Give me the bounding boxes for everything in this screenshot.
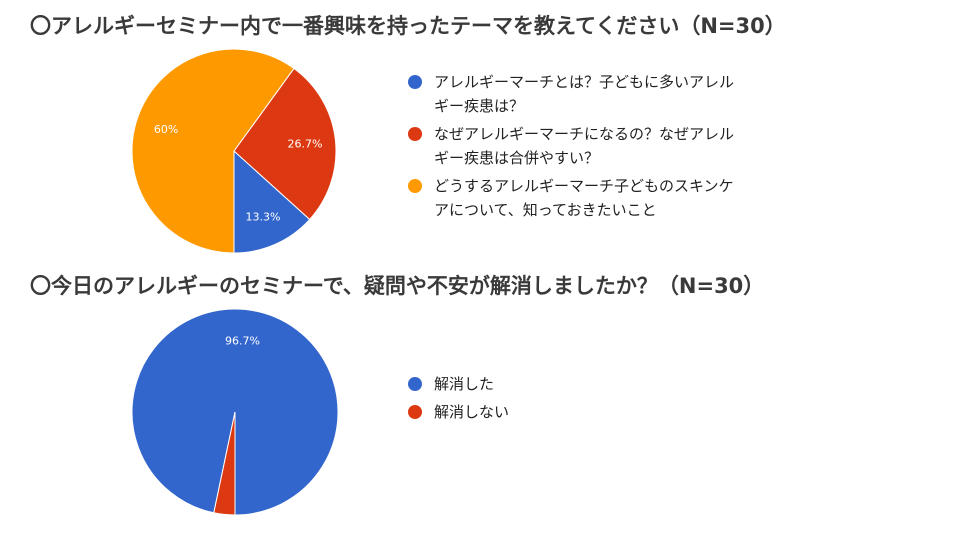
pie-1-slice-3 bbox=[131, 48, 295, 254]
legend-label: どうするアレルギーマーチ子どものスキンケアについて、知っておきたいこと bbox=[434, 177, 734, 219]
legend-label: 解消しない bbox=[434, 403, 510, 421]
legend-swatch bbox=[408, 405, 422, 419]
chart-1-legend: アレルギーマーチとは？子どもに多いアレルギー疾患は？ なぜアレルギーマーチになるの… bbox=[408, 70, 748, 226]
legend-label: 解消した bbox=[434, 375, 495, 393]
chart-2-legend-item-2: 解消しない bbox=[408, 400, 708, 424]
pie-1-slice-1-label: 13.3% bbox=[246, 210, 281, 223]
chart-2-legend-item-1: 解消した bbox=[408, 372, 708, 396]
question-2-title: 〇今日のアレルギーのセミナーで、疑問や不安が解消しましたか？（N=30） bbox=[30, 274, 765, 298]
chart-2-legend: 解消した 解消しない bbox=[408, 372, 708, 428]
chart-1-legend-item-3: どうするアレルギーマーチ子どものスキンケアについて、知っておきたいこと bbox=[408, 174, 748, 222]
pie-chart-1: 13.3% 26.7% 60% bbox=[131, 48, 337, 254]
legend-label: なぜアレルギーマーチになるの？なぜアレルギー疾患は合併やすい？ bbox=[434, 125, 735, 167]
pie-2-slice-1-label: 96.7% bbox=[225, 334, 260, 347]
pie-1-slice-1 bbox=[233, 149, 311, 254]
pie-1-slice-2 bbox=[233, 67, 337, 221]
pie-2-slice-2 bbox=[213, 411, 236, 516]
pie-1-slice-3-label: 60% bbox=[154, 123, 178, 136]
legend-label: アレルギーマーチとは？子どもに多いアレルギー疾患は？ bbox=[434, 73, 735, 115]
chart-1-legend-item-2: なぜアレルギーマーチになるの？なぜアレルギー疾患は合併やすい？ bbox=[408, 122, 748, 170]
pie-chart-2: 96.7% bbox=[131, 308, 339, 516]
legend-swatch bbox=[408, 75, 422, 89]
chart-1-legend-item-1: アレルギーマーチとは？子どもに多いアレルギー疾患は？ bbox=[408, 70, 748, 118]
question-1-title: 〇アレルギーセミナー内で一番興味を持ったテーマを教えてください（N=30） bbox=[30, 14, 786, 38]
legend-swatch bbox=[408, 377, 422, 391]
legend-swatch bbox=[408, 179, 422, 193]
legend-swatch bbox=[408, 127, 422, 141]
pie-1-slice-2-label: 26.7% bbox=[288, 138, 323, 151]
